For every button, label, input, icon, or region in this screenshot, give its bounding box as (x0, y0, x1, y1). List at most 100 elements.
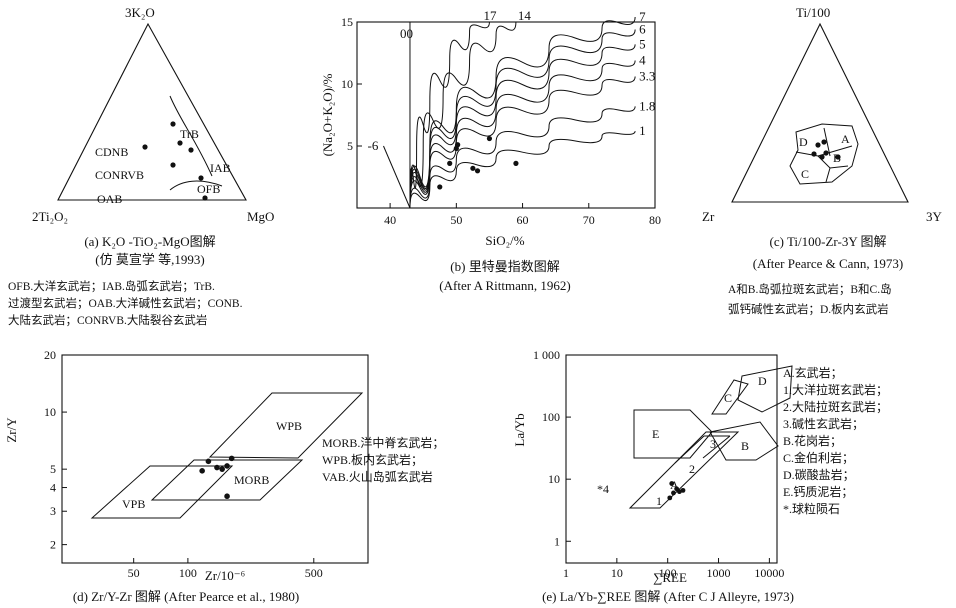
caption-c: (c) Ti/100-Zr-3Y 图解 (770, 234, 887, 249)
field-divider-c-3 (825, 167, 831, 183)
y-tick-label-d-0: 2 (50, 538, 56, 552)
y-tick-label-b-2: 15 (341, 15, 353, 29)
rittmann-line-label-5: 6 (639, 21, 646, 36)
rittmann-line-5 (409, 44, 636, 209)
field-wpb (208, 392, 364, 459)
apex-top-c: Ti/100 (796, 5, 830, 20)
legend-c-line-1: A和B.岛弧拉斑玄武岩；B和C.岛 (728, 282, 892, 296)
legend-d-line-1: MORB.洋中脊玄武岩； (322, 435, 444, 450)
field-a-subdividers (674, 435, 731, 464)
caption2-b: (After A Rittmann, 1962) (439, 278, 570, 293)
axis-ticks-d: 50 100 500 2 3 4 5 10 20 (44, 348, 323, 580)
rittmann-line-1 (409, 131, 636, 209)
x-tick-label-b-0: 40 (384, 213, 396, 227)
rittmann-line-label-8: 3.3 (639, 69, 655, 84)
ternary-triangle-a (57, 22, 247, 201)
data-point-b-3 (455, 142, 461, 148)
field-label-c-b: B (833, 151, 841, 165)
rittmann-line-label-10: 1 (639, 123, 646, 138)
x-tick-label-b-3: 70 (583, 213, 595, 227)
field-label-e-1: 1 (656, 494, 662, 508)
field-morb (150, 459, 304, 501)
legend-e-line-3: 2.大陆拉斑玄武岩； (783, 399, 888, 414)
rittmann-line-label-7: 4 (639, 52, 646, 67)
legend-e-line-4: 3.碱性玄武岩； (783, 416, 864, 431)
data-point-b-5 (474, 168, 481, 174)
legend-d-line-2: WPB.板内玄武岩； (322, 452, 423, 467)
rittmann-line-label-9: 1.8 (639, 98, 655, 113)
data-points-e (667, 481, 686, 501)
y-tick-label-d-4: 10 (44, 405, 56, 419)
rittmann-line-3.3 (409, 76, 636, 209)
x-tick-label-b-4: 80 (649, 213, 661, 227)
apex-left-c: Zr (702, 209, 715, 224)
rittmann-line-label-2: 17 (483, 8, 497, 23)
field-label-e-d: D (758, 374, 767, 388)
caption-b: (b) 里特曼指数图解 (450, 259, 559, 274)
field-label-wpb: WPB (276, 419, 302, 433)
rittmann-line--6 (383, 145, 411, 209)
data-point-b-6 (486, 135, 493, 142)
field-outline-c (789, 123, 859, 185)
caption2-a: (仿 莫宣学 等,1993) (95, 252, 204, 267)
data-points-a (142, 121, 208, 201)
field-label-vpb: VPB (122, 497, 145, 511)
data-points-c (811, 139, 841, 160)
rittmann-line-1.8 (409, 106, 636, 209)
field-e (633, 409, 713, 459)
tieline-a-1 (169, 95, 213, 177)
data-point-e-5 (669, 481, 675, 486)
field-label-e-3: 3 (710, 437, 716, 451)
field-label-ofb: OFB (197, 182, 220, 196)
rittmann-line-label-1: -6 (367, 138, 378, 153)
field-vpb (90, 465, 234, 519)
field-label-iab: IAB (210, 161, 231, 175)
x-tick-label-e-0: 1 (563, 566, 569, 580)
data-point-d-0 (199, 468, 205, 474)
xlabel-e: ∑REE (653, 570, 687, 585)
apex-left-a: 2Ti₂O₂ (32, 209, 68, 224)
rittmann-line-label-4: 7 (639, 9, 646, 24)
field-label-trb: TrB (180, 127, 199, 141)
rittmann-line-label-6: 5 (639, 36, 646, 51)
y-tick-label-e-1: 10 (548, 472, 560, 486)
field-label-e-b: B (741, 439, 749, 453)
field-label-cdnb: CDNB (95, 145, 128, 159)
rittmann-line-17 (409, 21, 490, 209)
apex-top-a: 3K₂O (125, 5, 155, 20)
field-label-e-a: A (670, 478, 679, 492)
legend-e-line-7: D.碳酸盐岩； (783, 467, 855, 482)
field-label-conrvb: CONRVB (95, 168, 144, 182)
panel-c: Ti/100 Zr 3Y A D B C (c) Ti/100-Zr-3Y 图解… (702, 5, 943, 316)
ylabel-b: (Na₂O+K₂O)/% (320, 73, 335, 156)
data-point-b-0 (437, 184, 443, 190)
legend-a-line-2: 过渡型玄武岩；OAB.大洋碱性玄武岩；CONB. (8, 296, 243, 310)
data-point-b-1 (447, 160, 453, 166)
data-points-d (199, 455, 235, 500)
data-point-b-7 (513, 160, 519, 166)
x-tick-label-e-1: 10 (611, 566, 623, 580)
y-tick-label-b-0: 5 (347, 139, 353, 153)
y-tick-label-b-1: 10 (341, 77, 353, 91)
plot-frame-d (61, 354, 369, 564)
field-label-e-c: C (724, 391, 732, 405)
y-tick-label-d-3: 5 (50, 462, 56, 476)
y-tick-label-e-2: 100 (542, 410, 560, 424)
legend-e-line-5: B.花岗岩； (783, 433, 842, 448)
panel-a: 3K₂O 2Ti₂O₂ MgO TrB CDNB IAB CONRVB OFB … (8, 5, 274, 327)
field-label-c-c: C (801, 167, 809, 181)
caption-a: (a) K₂O -TiO₂-MgO图解 (84, 234, 215, 249)
data-points-b (437, 135, 519, 190)
field-c (711, 379, 749, 415)
field-label-e-2: 2 (689, 462, 695, 476)
x-tick-label-d-2: 500 (305, 566, 323, 580)
field-label-e-e: E (652, 427, 659, 441)
ylabel-d: Zr/Y (4, 417, 19, 443)
field-b (709, 421, 779, 461)
legend-e-line-8: E.钙质泥岩； (783, 484, 853, 499)
field-a (628, 431, 740, 509)
plot-frame-e (565, 354, 778, 564)
